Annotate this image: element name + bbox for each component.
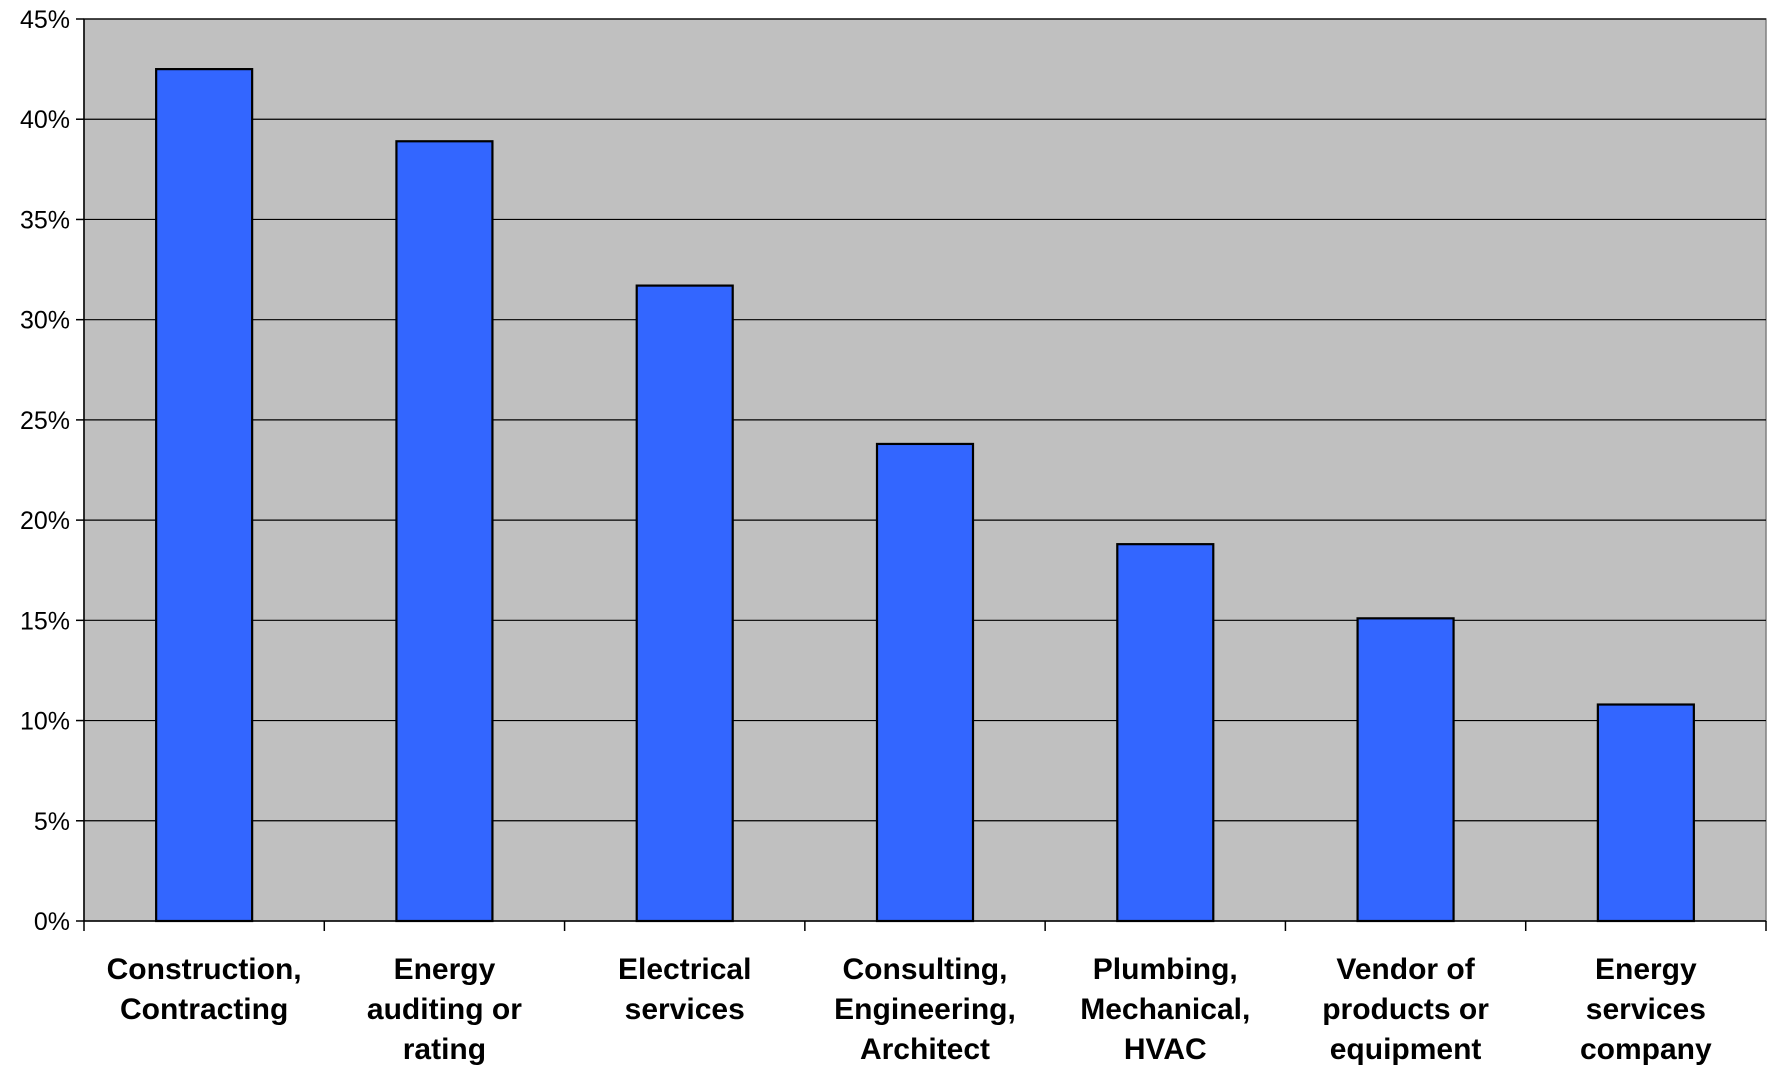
x-category-label-line: Contracting xyxy=(120,993,288,1026)
x-category-label-line: Architect xyxy=(860,1033,990,1066)
bars xyxy=(155,68,1695,923)
y-tick-label: 20% xyxy=(20,507,70,535)
x-category-label-line: equipment xyxy=(1330,1033,1482,1066)
x-category-label: Construction, Contracting xyxy=(107,953,302,1026)
y-tick-label: 5% xyxy=(34,808,70,836)
y-tick-label: 30% xyxy=(20,307,70,335)
x-category-label-line: services xyxy=(1586,993,1706,1026)
x-category-label-line: Consulting, xyxy=(843,953,1008,986)
x-category-label-line: Energy xyxy=(1595,953,1697,986)
bar xyxy=(1356,617,1455,923)
y-axis-tick-labels: 0% 5% 10% 15% 20% 25% 30% 35% 40% 45% xyxy=(20,6,70,936)
x-category-label-line: auditing or xyxy=(367,993,522,1026)
y-tick-label: 10% xyxy=(20,708,70,736)
x-category-label: Plumbing, Mechanical, HVAC xyxy=(1080,953,1250,1066)
x-category-label-line: Mechanical, xyxy=(1080,993,1250,1026)
x-category-label-line: products or xyxy=(1322,993,1489,1026)
bar xyxy=(875,442,975,923)
x-category-label-line: Energy xyxy=(394,953,496,986)
bar xyxy=(1596,703,1695,923)
y-tick-label: 0% xyxy=(34,908,70,936)
axes xyxy=(76,18,1767,931)
x-category-label: Consulting, Engineering, Architect xyxy=(834,953,1016,1066)
x-category-label-line: HVAC xyxy=(1124,1033,1207,1066)
y-tick-label: 15% xyxy=(20,607,70,635)
x-category-label: Energy auditing or rating xyxy=(367,953,522,1066)
x-category-label-line: Electrical xyxy=(618,953,751,986)
x-category-label-line: company xyxy=(1580,1033,1712,1066)
y-tick-label: 45% xyxy=(20,6,70,34)
y-tick-label: 35% xyxy=(20,206,70,234)
x-axis-category-labels: Construction, Contracting Energy auditing o… xyxy=(107,953,1712,1066)
x-category-label: Vendor of products or equipment xyxy=(1322,953,1489,1066)
x-category-label: Energy services company xyxy=(1580,953,1712,1066)
x-category-label: Electrical services xyxy=(618,953,751,1026)
y-tick-label: 25% xyxy=(20,407,70,435)
x-category-label-line: Construction, xyxy=(107,953,302,986)
x-category-label-line: rating xyxy=(403,1033,486,1066)
x-category-label-line: Vendor of xyxy=(1336,953,1475,986)
bar xyxy=(1116,543,1215,923)
bar xyxy=(155,68,254,923)
bar xyxy=(635,284,734,923)
gridlines xyxy=(84,18,1766,822)
y-tick-label: 40% xyxy=(20,106,70,134)
x-category-label-line: Engineering, xyxy=(834,993,1016,1026)
bar xyxy=(395,140,494,923)
x-category-label-line: services xyxy=(625,993,745,1026)
x-category-label-line: Plumbing, xyxy=(1093,953,1238,986)
